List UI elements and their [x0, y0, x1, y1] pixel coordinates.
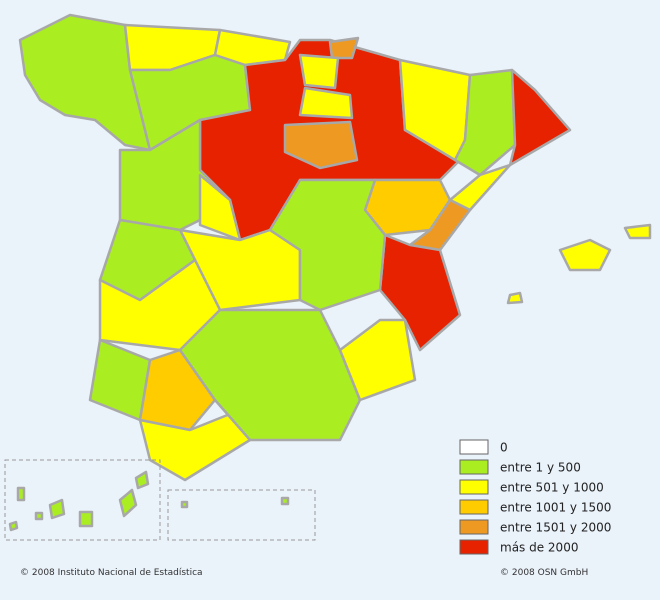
region: [138, 348, 217, 432]
legend-label: entre 1001 y 1500: [500, 501, 611, 515]
legend-swatch: [459, 479, 489, 495]
legend-label: más de 2000: [500, 541, 578, 555]
legend: 0 entre 1 y 500 entre 501 y 1000 entre 1001…: [459, 439, 611, 555]
region: [16, 486, 26, 502]
ceuta-melilla-box: [167, 489, 316, 541]
region: [338, 318, 417, 402]
region: [280, 496, 290, 506]
region: [268, 178, 387, 312]
legend-label: entre 1501 y 2000: [500, 521, 611, 535]
legend-swatch: [459, 519, 489, 535]
region: [378, 233, 462, 352]
canary-box: [4, 459, 161, 541]
region: [18, 13, 152, 152]
region: [506, 291, 524, 305]
legend-swatch: [459, 459, 489, 475]
legend-label: entre 1 y 500: [500, 461, 581, 475]
region: [558, 238, 612, 272]
region: [298, 86, 354, 120]
legend-label: entre 501 y 1000: [500, 481, 604, 495]
region: [508, 68, 572, 167]
region: [118, 488, 138, 518]
region: [48, 498, 66, 520]
region: [134, 470, 150, 490]
region: [298, 53, 340, 90]
region: [283, 120, 359, 170]
region: [623, 223, 652, 240]
legend-swatch: [459, 439, 489, 455]
footer-left: © 2008 Instituto Nacional de Estadística: [20, 568, 203, 578]
regions: [8, 13, 652, 532]
region: [328, 36, 360, 60]
region: [180, 500, 189, 509]
region: [34, 511, 44, 521]
footer-right: © 2008 OSN GmbH: [500, 568, 588, 578]
region: [78, 510, 94, 528]
region: [8, 520, 19, 532]
legend-label: 0: [500, 441, 508, 455]
legend-swatch: [459, 499, 489, 515]
legend-swatch: [459, 539, 489, 555]
